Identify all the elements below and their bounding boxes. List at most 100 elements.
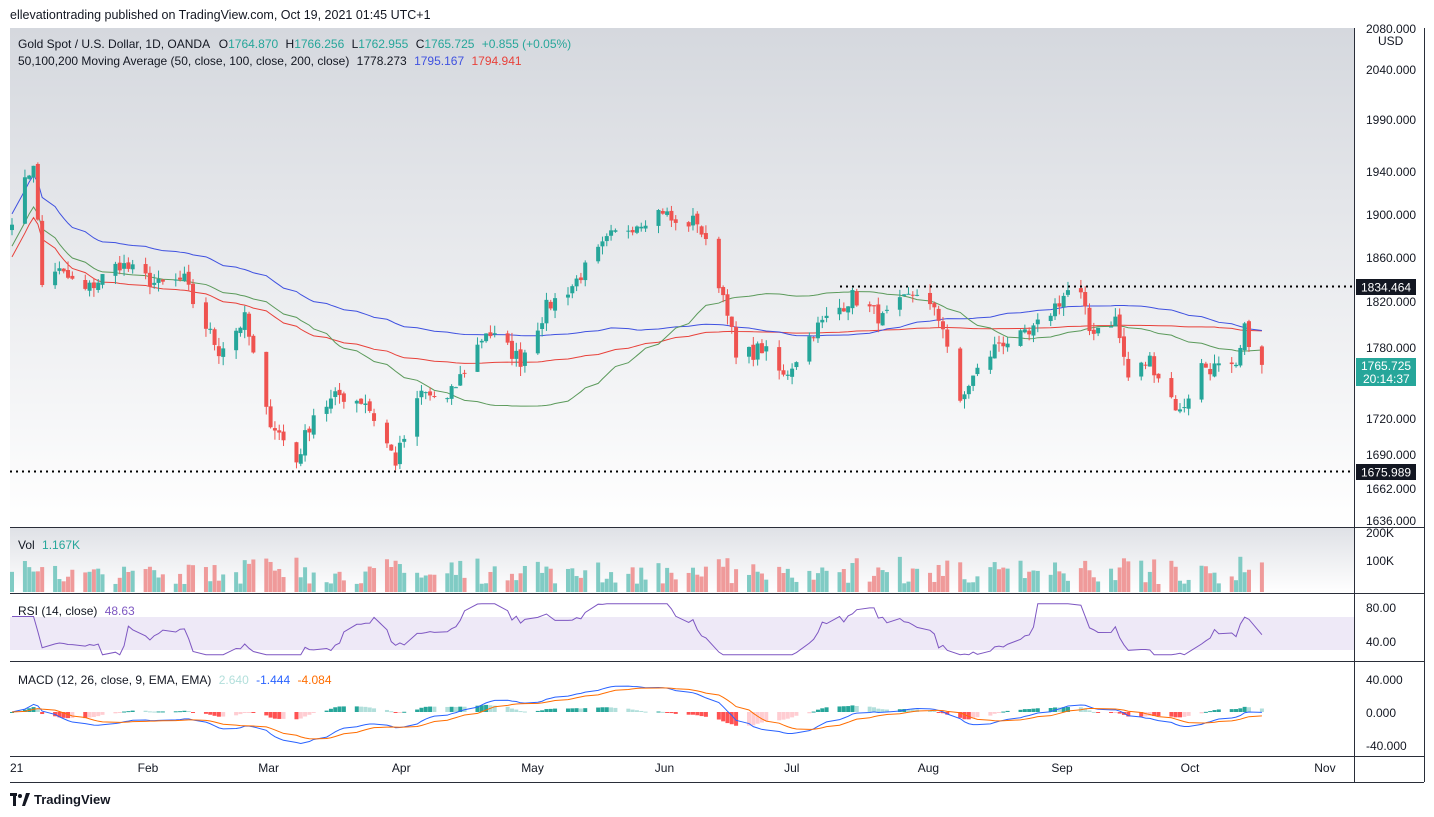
time-label-nov: Nov xyxy=(1314,761,1335,775)
candle xyxy=(553,293,558,319)
price-tick: 1900.000 xyxy=(1366,208,1416,222)
open-label: O xyxy=(218,37,229,51)
rsi-legend[interactable]: RSI (14, close) 48.63 xyxy=(18,604,135,618)
price-axis[interactable]: 2080.000 USD xyxy=(1366,22,1416,48)
volume-bar xyxy=(186,564,191,592)
vol-legend[interactable]: Vol 1.167K xyxy=(18,538,80,552)
candle xyxy=(1238,344,1243,368)
ma-legend[interactable]: 50,100,200 Moving Average (50, close, 10… xyxy=(18,54,522,68)
volume-bar xyxy=(1178,580,1183,592)
volume-bar xyxy=(1065,580,1070,592)
volume-bar xyxy=(484,583,489,592)
symbol-legend[interactable]: Gold Spot / U.S. Dollar, 1D, OANDA O1764… xyxy=(18,37,571,51)
volume-bar xyxy=(574,576,579,592)
macd-bar xyxy=(906,709,911,712)
volume-bar xyxy=(341,580,346,592)
candle xyxy=(337,383,342,404)
candle xyxy=(630,226,635,236)
vol-value: 1.167K xyxy=(42,538,81,552)
axis-top-partial: 2080.000 xyxy=(1366,22,1416,36)
macd-bar xyxy=(1057,707,1062,712)
candle xyxy=(453,386,458,389)
volume-bar xyxy=(1229,576,1234,592)
rsi-tick-80: 80.00 xyxy=(1366,601,1396,615)
candle xyxy=(540,317,545,337)
volume-bar xyxy=(87,571,92,592)
macd-bar xyxy=(514,709,519,712)
macd-bar xyxy=(216,712,221,717)
volume-bar xyxy=(854,558,859,592)
volume-bar xyxy=(242,560,247,592)
candle xyxy=(574,275,579,292)
macd-bar xyxy=(505,706,510,712)
macd-bar xyxy=(867,706,872,712)
time-label-sep: Sep xyxy=(1051,761,1073,775)
volume-bar xyxy=(61,581,66,592)
macd-bar xyxy=(22,709,27,712)
macd-bar xyxy=(143,710,148,712)
time-label-oct: Oct xyxy=(1181,761,1200,775)
candle xyxy=(604,233,609,247)
volume-bar xyxy=(884,572,889,592)
candle xyxy=(583,260,588,287)
candle xyxy=(216,337,221,364)
candle xyxy=(1126,351,1131,381)
macd-bar xyxy=(962,712,967,720)
macd-bar xyxy=(333,707,338,712)
candle xyxy=(751,336,756,367)
candle xyxy=(1234,362,1239,368)
macd-legend[interactable]: MACD (12, 26, close, 9, EMA, EMA) 2.640 … xyxy=(18,673,332,687)
macd-label: MACD (12, 26, close, 9, EMA, EMA) xyxy=(18,673,212,687)
macd-bar xyxy=(449,706,454,712)
symbol-name: Gold Spot / U.S. Dollar, 1D, OANDA xyxy=(18,37,210,51)
candle xyxy=(509,332,514,366)
volume-bar xyxy=(1096,581,1101,592)
macd-bar xyxy=(1173,712,1178,718)
candle xyxy=(837,298,842,321)
rsi-value: 48.63 xyxy=(104,604,135,618)
candle xyxy=(1035,313,1040,333)
macd-bar xyxy=(936,712,941,713)
candle xyxy=(458,365,463,387)
candle xyxy=(100,273,105,289)
candle xyxy=(915,289,920,297)
volume-bar xyxy=(397,564,402,592)
volume-bar xyxy=(613,582,618,592)
candle xyxy=(96,278,101,293)
volume-bar xyxy=(1022,578,1027,592)
time-label-feb: Feb xyxy=(138,761,159,775)
volume-bar xyxy=(70,569,75,592)
candle xyxy=(1147,351,1152,367)
volume-bar xyxy=(1242,572,1247,592)
volume-bar xyxy=(872,575,876,592)
candle xyxy=(1027,327,1032,341)
volume-bar xyxy=(665,567,670,592)
macd-bar xyxy=(988,712,993,716)
volume-bar xyxy=(1083,560,1088,592)
price-pane[interactable] xyxy=(10,28,1354,527)
macd-bar xyxy=(367,707,372,712)
macd-bar xyxy=(583,708,588,712)
macd-bar xyxy=(1186,712,1191,716)
volume-bar xyxy=(238,583,243,592)
volume-bar xyxy=(1087,570,1092,592)
macd-bar xyxy=(1208,711,1213,713)
tradingview-brand[interactable]: TradingView xyxy=(10,792,110,807)
candle xyxy=(70,271,75,280)
volume-bar xyxy=(354,583,359,592)
candle xyxy=(31,165,36,183)
macd-bar xyxy=(1242,706,1247,712)
candle xyxy=(354,399,359,413)
volume-bar xyxy=(1005,568,1010,592)
volume-bar xyxy=(807,570,812,592)
volume-bar xyxy=(716,559,721,592)
candle xyxy=(928,284,933,310)
time-axis[interactable]: 21 Feb Mar Apr May Jun Jul Aug Sep Oct Nov xyxy=(10,761,1336,775)
macd-bar xyxy=(854,705,859,712)
macd-bar xyxy=(234,712,239,716)
candle xyxy=(695,211,700,233)
volume-bar xyxy=(764,579,769,592)
volume-bar xyxy=(790,577,795,592)
macd-pane[interactable] xyxy=(10,662,1354,756)
